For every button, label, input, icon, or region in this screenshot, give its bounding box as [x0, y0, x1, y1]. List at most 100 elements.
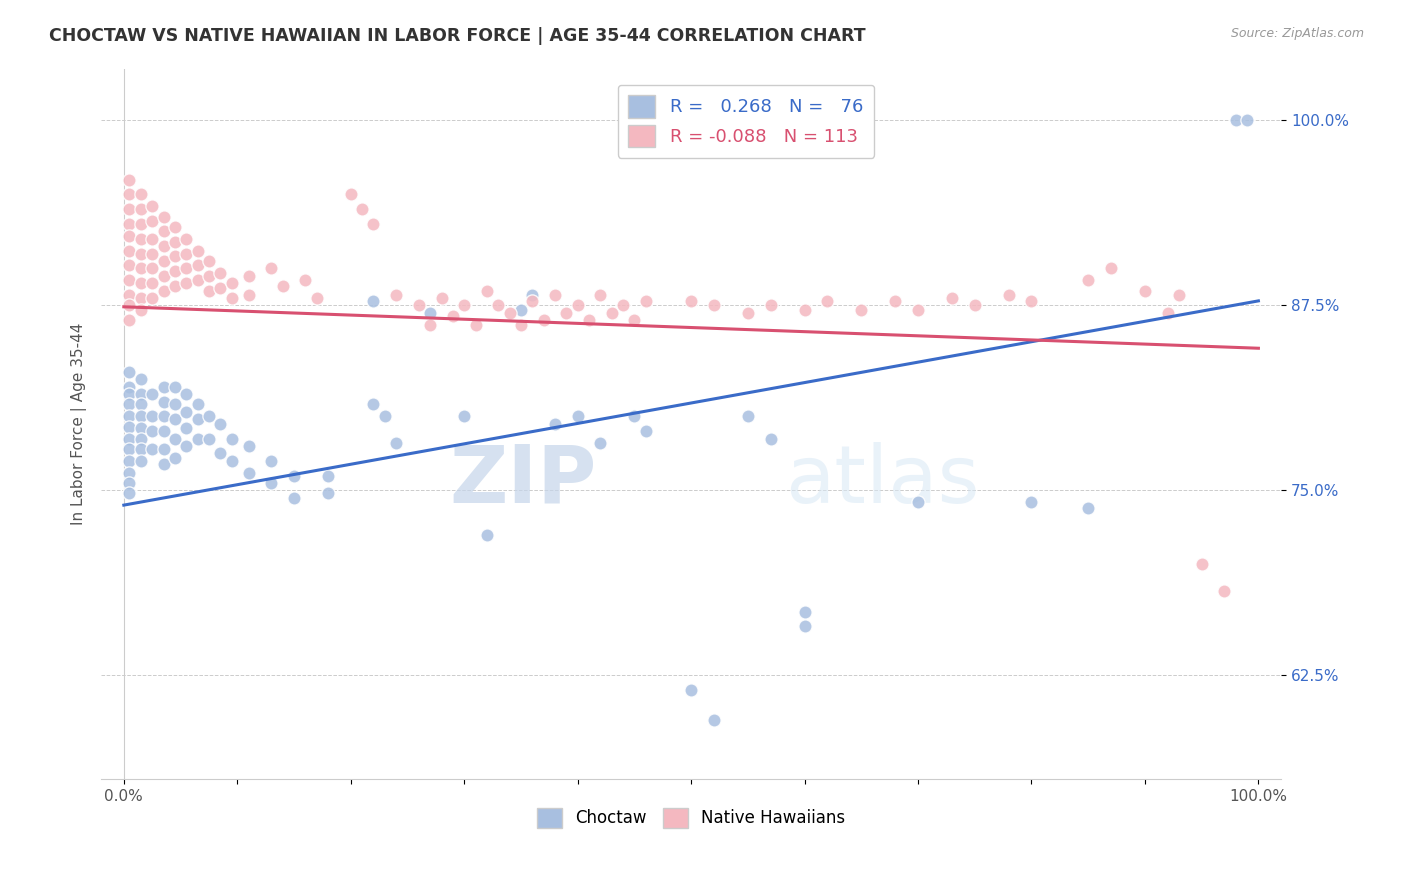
Point — [544, 417, 567, 431]
Point — [141, 214, 163, 228]
Point — [129, 409, 152, 424]
Point — [187, 412, 209, 426]
Point — [118, 365, 141, 379]
Point — [578, 313, 600, 327]
Point — [305, 291, 328, 305]
Point — [1021, 293, 1043, 308]
Point — [316, 486, 339, 500]
Point — [1077, 501, 1099, 516]
Point — [129, 246, 152, 260]
Point — [141, 424, 163, 438]
Point — [118, 217, 141, 231]
Point — [198, 409, 221, 424]
Point — [152, 380, 174, 394]
Point — [118, 187, 141, 202]
Y-axis label: In Labor Force | Age 35-44: In Labor Force | Age 35-44 — [72, 323, 87, 524]
Point — [163, 380, 186, 394]
Point — [129, 291, 152, 305]
Point — [737, 409, 759, 424]
Point — [129, 187, 152, 202]
Point — [221, 454, 243, 468]
Point — [283, 491, 305, 505]
Point — [198, 254, 221, 268]
Point — [339, 187, 361, 202]
Point — [316, 468, 339, 483]
Point — [152, 224, 174, 238]
Point — [118, 397, 141, 411]
Point — [198, 268, 221, 283]
Point — [793, 605, 815, 619]
Point — [118, 380, 141, 394]
Point — [187, 397, 209, 411]
Point — [152, 254, 174, 268]
Point — [163, 279, 186, 293]
Point — [118, 228, 141, 243]
Point — [363, 293, 385, 308]
Point — [118, 419, 141, 434]
Point — [174, 387, 197, 401]
Point — [129, 276, 152, 290]
Point — [1077, 273, 1099, 287]
Point — [209, 266, 232, 280]
Point — [118, 298, 141, 312]
Point — [238, 439, 260, 453]
Point — [209, 417, 232, 431]
Point — [163, 235, 186, 249]
Point — [118, 475, 141, 490]
Point — [152, 239, 174, 253]
Legend: Choctaw, Native Hawaiians: Choctaw, Native Hawaiians — [530, 801, 852, 835]
Point — [141, 442, 163, 456]
Point — [430, 291, 453, 305]
Point — [963, 298, 986, 312]
Point — [997, 288, 1019, 302]
Point — [1168, 288, 1191, 302]
Point — [174, 261, 197, 276]
Point — [623, 313, 645, 327]
Point — [260, 261, 283, 276]
Point — [141, 409, 163, 424]
Point — [793, 619, 815, 633]
Point — [163, 412, 186, 426]
Point — [498, 306, 520, 320]
Point — [141, 387, 163, 401]
Point — [174, 421, 197, 435]
Point — [634, 424, 657, 438]
Point — [174, 246, 197, 260]
Point — [118, 442, 141, 456]
Point — [129, 202, 152, 216]
Point — [907, 495, 929, 509]
Point — [152, 409, 174, 424]
Point — [187, 258, 209, 272]
Point — [198, 432, 221, 446]
Point — [152, 424, 174, 438]
Point — [294, 273, 316, 287]
Point — [118, 466, 141, 480]
Point — [522, 288, 544, 302]
Point — [260, 454, 283, 468]
Point — [174, 405, 197, 419]
Point — [759, 432, 782, 446]
Point — [118, 432, 141, 446]
Point — [163, 432, 186, 446]
Point — [793, 302, 815, 317]
Point — [453, 409, 475, 424]
Point — [129, 454, 152, 468]
Point — [441, 309, 464, 323]
Point — [118, 313, 141, 327]
Point — [174, 276, 197, 290]
Point — [623, 409, 645, 424]
Point — [510, 302, 533, 317]
Point — [187, 273, 209, 287]
Point — [118, 387, 141, 401]
Point — [1099, 261, 1122, 276]
Text: Source: ZipAtlas.com: Source: ZipAtlas.com — [1230, 27, 1364, 40]
Point — [1213, 584, 1236, 599]
Point — [129, 442, 152, 456]
Point — [141, 261, 163, 276]
Point — [152, 442, 174, 456]
Point — [238, 466, 260, 480]
Point — [907, 302, 929, 317]
Point — [419, 306, 441, 320]
Point — [533, 313, 555, 327]
Point — [737, 306, 759, 320]
